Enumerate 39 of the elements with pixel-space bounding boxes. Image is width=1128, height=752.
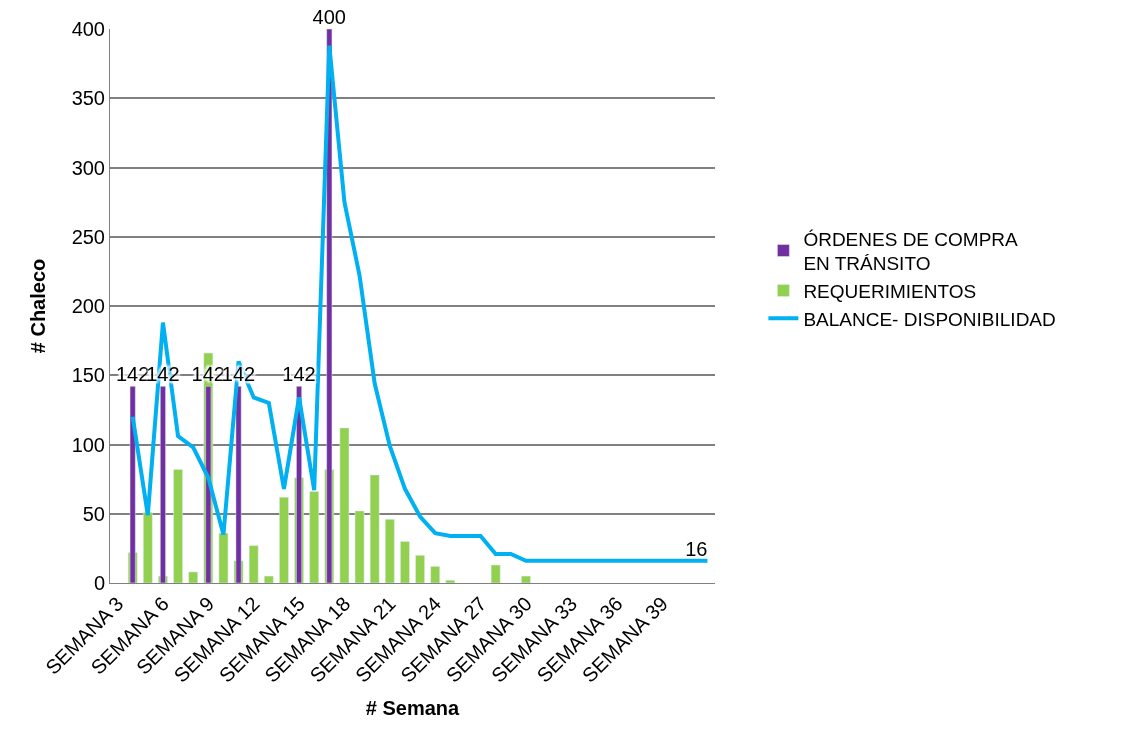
bar (218, 532, 229, 583)
bar (160, 386, 166, 583)
bar (143, 512, 153, 583)
bar (173, 469, 183, 583)
data-label: 400 (312, 6, 346, 28)
bar (385, 519, 395, 583)
y-tick-label: 200 (71, 295, 105, 317)
legend-label: REQUERIMIENTOS (803, 280, 977, 302)
bar (188, 571, 198, 583)
bar (369, 474, 380, 583)
bar (235, 386, 242, 583)
y-tick-label: 250 (71, 225, 105, 248)
y-tick-label: 350 (71, 87, 105, 110)
bar (430, 566, 440, 583)
legend-label: BALANCE- DISPONIBILIDAD (803, 308, 1056, 330)
y-tick-label: 400 (71, 18, 105, 40)
legend-label: ÓRDENES DE COMPRA EN TRÁNSITO (803, 228, 1019, 275)
data-label: 16 (685, 537, 708, 560)
bar (264, 575, 274, 583)
bar (248, 545, 259, 583)
bar (279, 496, 289, 583)
y-tick-label: 50 (82, 502, 105, 525)
bar (339, 427, 350, 583)
bar (354, 510, 365, 583)
data-label: 142 (116, 363, 150, 386)
bar (309, 491, 319, 583)
data-label: 142 (282, 363, 316, 386)
y-axis-title: # Chaleco (27, 258, 50, 354)
y-tick-label: 150 (71, 364, 105, 387)
bar (490, 564, 501, 583)
bar (521, 575, 531, 583)
y-tick-label: 0 (93, 572, 105, 594)
y-tick-label: 300 (71, 156, 105, 179)
bar (445, 579, 456, 583)
bar (415, 555, 425, 583)
bar (129, 386, 136, 583)
x-axis-title: # Semana (365, 697, 461, 720)
bar (400, 541, 410, 583)
y-tick-label: 100 (71, 433, 105, 456)
